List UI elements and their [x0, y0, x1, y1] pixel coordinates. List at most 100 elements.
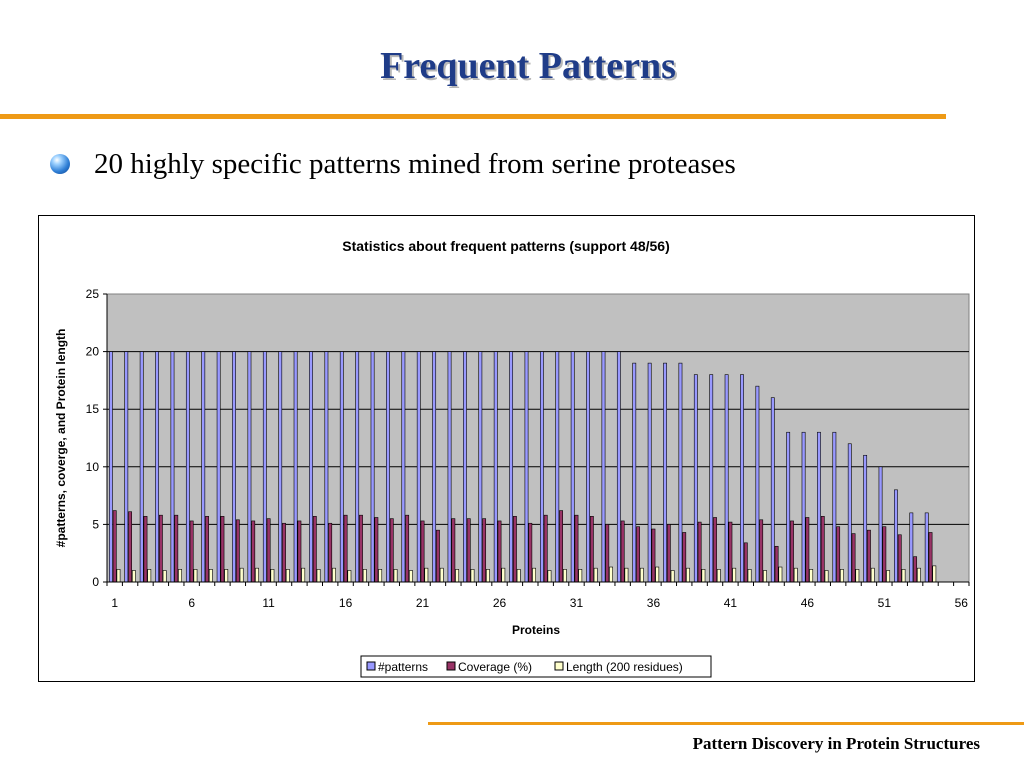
- bar-length: [778, 566, 783, 583]
- x-tick-label: 31: [570, 596, 584, 610]
- bar-length: [316, 569, 321, 583]
- bar-coverage: [251, 520, 256, 583]
- bar-length: [285, 569, 290, 583]
- bar-patterns: [401, 351, 406, 583]
- bar-coverage: [112, 510, 117, 583]
- bar-coverage: [128, 511, 132, 583]
- bar-length: [855, 569, 860, 583]
- bar-patterns: [863, 454, 868, 583]
- bar-patterns: [339, 351, 344, 583]
- bar-length: [486, 569, 490, 583]
- bar-length: [609, 566, 613, 583]
- bar-patterns: [155, 351, 159, 583]
- bar-coverage: [928, 532, 933, 583]
- bar-patterns: [801, 431, 806, 583]
- bar-coverage: [666, 524, 671, 583]
- bar-patterns: [878, 466, 883, 583]
- x-tick-label: 6: [188, 596, 195, 610]
- bar-length: [409, 570, 413, 583]
- bar-length: [347, 570, 352, 583]
- bar-length: [793, 567, 798, 583]
- bar-patterns: [847, 443, 852, 583]
- bar-length: [501, 567, 506, 583]
- bar-length: [239, 567, 244, 583]
- bar-coverage: [220, 516, 225, 583]
- bar-coverage: [867, 529, 871, 583]
- bar-patterns: [232, 351, 236, 583]
- legend-swatch-patterns: [366, 661, 376, 671]
- bar-length: [455, 569, 460, 583]
- x-tick-label: 11: [262, 596, 275, 610]
- bar-coverage: [913, 556, 918, 583]
- bar-length: [255, 567, 259, 583]
- x-tick-label: 16: [339, 596, 353, 610]
- bar-patterns: [386, 351, 390, 583]
- bar-coverage: [143, 516, 148, 583]
- bar-patterns: [817, 431, 821, 583]
- footer-text: Pattern Discovery in Protein Structures: [692, 734, 980, 753]
- bar-coverage: [282, 522, 286, 583]
- bar-patterns: [601, 351, 606, 583]
- bar-patterns: [786, 431, 791, 583]
- bar-patterns: [524, 351, 529, 583]
- legend-swatch-coverage: [446, 661, 456, 671]
- bar-length: [193, 569, 198, 583]
- chart-title: Statistics about frequent patterns (supp…: [342, 238, 670, 254]
- bar-patterns: [678, 362, 683, 583]
- x-tick-label: 51: [878, 596, 892, 610]
- bar-length: [639, 567, 644, 583]
- bar-coverage: [497, 520, 502, 583]
- bar-patterns: [139, 351, 144, 583]
- x-axis-ticks: 1 6 11 16 21 26 31 36 41 46 51 56: [106, 582, 970, 610]
- bar-coverage: [389, 518, 394, 583]
- bar-patterns: [493, 351, 498, 583]
- bar-coverage: [420, 520, 425, 583]
- bar-coverage: [513, 516, 517, 583]
- legend-label-patterns: #patterns: [378, 660, 428, 674]
- bar-length: [393, 569, 398, 583]
- bar-length: [809, 569, 814, 583]
- bar-coverage: [482, 518, 487, 583]
- bar-length: [532, 567, 537, 583]
- bar-patterns: [832, 431, 837, 583]
- bar-coverage: [405, 514, 410, 583]
- bar-length: [332, 567, 336, 583]
- bar-length: [424, 567, 429, 583]
- bar-coverage: [543, 514, 548, 583]
- bar-length: [162, 570, 167, 583]
- bar-length: [840, 569, 844, 583]
- x-tick-label: 1: [111, 596, 118, 610]
- bar-length: [208, 569, 213, 583]
- bar-length: [301, 567, 306, 583]
- bullet-point: 20 highly specific patterns mined from s…: [50, 144, 736, 184]
- bar-length: [116, 569, 121, 583]
- bar-coverage: [820, 516, 825, 583]
- bar-length: [824, 570, 829, 583]
- bar-coverage: [436, 529, 440, 583]
- bar-coverage: [205, 516, 209, 583]
- bar-patterns: [309, 351, 313, 583]
- title-divider: [0, 114, 946, 119]
- bar-coverage: [836, 526, 841, 583]
- bar-coverage: [790, 520, 794, 583]
- bullet-text: 20 highly specific patterns mined from s…: [94, 147, 736, 180]
- bar-patterns: [478, 351, 483, 583]
- x-tick-label: 36: [647, 596, 661, 610]
- bar-length: [362, 569, 367, 583]
- bar-patterns: [570, 351, 575, 583]
- footer-divider: [428, 722, 1024, 725]
- bar-coverage: [343, 514, 348, 583]
- y-tick-label: 25: [86, 287, 100, 301]
- bar-length: [886, 570, 891, 583]
- bar-patterns: [416, 351, 421, 583]
- bar-length: [732, 567, 737, 583]
- bar-coverage: [851, 533, 856, 583]
- bar-patterns: [432, 351, 437, 583]
- x-tick-label: 46: [801, 596, 815, 610]
- bar-patterns: [709, 374, 714, 583]
- y-axis-label: #patterns, coverge, and Protein length: [54, 329, 68, 548]
- bar-patterns: [555, 351, 560, 583]
- bar-patterns: [663, 362, 667, 583]
- bar-length: [378, 569, 383, 583]
- x-axis-label: Proteins: [512, 623, 560, 637]
